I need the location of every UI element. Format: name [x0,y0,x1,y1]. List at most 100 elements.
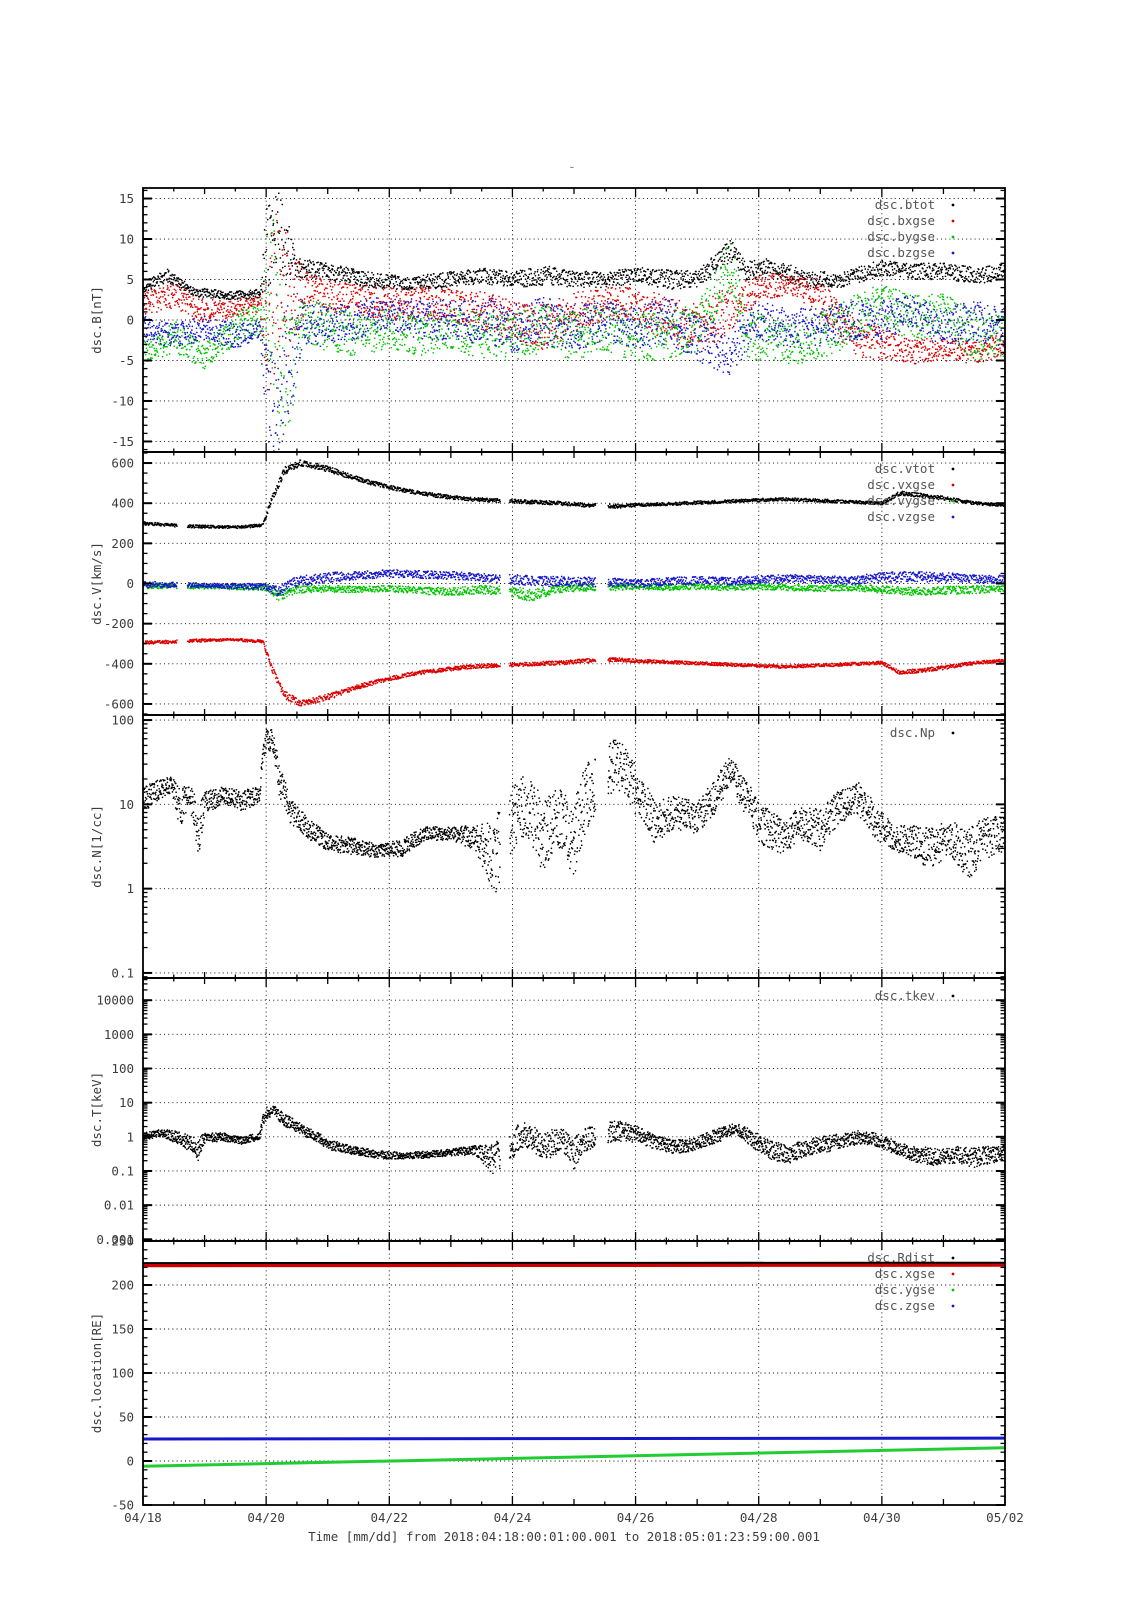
series-group [143,728,1005,893]
legend-marker-dot [951,499,955,503]
panel-border [142,714,1006,979]
panel-location: 250 200 150 100 50 0 -50 dsc.location[RE] dsc.Rd… [89,1234,1006,1513]
y-tick-label: 100 [111,1366,134,1381]
legend-label: dsc.bzgse [867,245,935,260]
x-axis-title: Time [mm/dd] from 2018:04:18:00:01:00.00… [308,1529,820,1544]
series-dsc.vxgse [143,637,1005,707]
series-dsc.ygse [143,1446,1005,1468]
x-tick-label: 04/18 [124,1510,162,1525]
legend-label: dsc.vxgse [867,477,935,492]
y-tick-label: 10000 [96,993,134,1008]
y-tick-label: 250 [111,1234,134,1249]
panel-B: 15 10 5 0 -5 -10 -15 dsc.B[nT] dsc.btotdsc.bxgse… [89,187,1006,453]
y-tick-label: 100 [111,713,134,728]
y-tick-label: -50 [111,1498,134,1513]
legend-marker-dot [951,483,955,487]
legend-label: dsc.zgse [875,1298,935,1313]
axis-ticks [142,1240,1006,1506]
legend-label: dsc.Np [890,725,935,740]
x-gridlines [265,978,883,1241]
y-tick-label: -200 [104,616,134,631]
y-tick-label: 0.001 [96,1232,134,1247]
y-tick-label: 1 [126,881,134,896]
y-tick-label: 100 [111,1061,134,1076]
y-axis-label-T: dsc.T[keV] [89,1072,104,1147]
series-dsc.tkev [143,1105,1005,1175]
series-group [143,1261,1005,1468]
x-tick-label: 04/30 [863,1510,901,1525]
y-tick-label: 0 [126,313,134,328]
y-tick-label: 10 [119,797,134,812]
x-tick-label: 04/26 [617,1510,655,1525]
y-tick-label: -400 [104,656,134,671]
y-axis-label-B: dsc.B[nT] [89,286,104,354]
legend-marker-dot [951,1272,955,1276]
series-dsc.Np [143,728,1005,893]
series-dsc.zgse [143,1436,1005,1441]
legend-marker-dot [951,994,955,998]
y-tick-label: 150 [111,1322,134,1337]
x-gridlines [265,452,883,715]
x-tick-label: 04/20 [247,1510,285,1525]
series-group [143,459,1005,707]
x-axis-labels: 04/18 04/20 04/22 04/24 04/26 04/28 04/30 05/02… [124,1510,1024,1544]
y-tick-label: 0.1 [111,1163,134,1178]
y-gridlines [143,719,1005,974]
series-group [143,1105,1005,1175]
axis-ticks [142,715,1006,978]
y-tick-label: 0 [126,1454,134,1469]
panel-T: 10000 1000 100 10 1 0.1 0.01 0.001 dsc.T[keV] dsc… [89,977,1006,1247]
y-tick-label: 1 [126,1129,134,1144]
y-tick-label: 200 [111,536,134,551]
y-tick-label: -10 [111,393,134,408]
legend-marker-dot [951,1256,955,1260]
y-axis-label-location: dsc.location[RE] [89,1313,104,1433]
legend-marker-dot [951,251,955,255]
legend-marker-dot [951,219,955,223]
legend-marker-dot [951,1304,955,1308]
x-tick-label: 04/28 [740,1510,778,1525]
x-tick-label: 05/02 [986,1510,1024,1525]
x-tick-label: 04/22 [370,1510,408,1525]
legend-marker-dot [951,1288,955,1292]
y-gridlines [143,999,1005,1240]
x-gridlines [265,1241,883,1505]
legend-marker-dot [951,467,955,471]
y-tick-label: 5 [126,272,134,287]
legend-label: dsc.ygse [875,1282,935,1297]
axis-ticks [142,978,1006,1242]
y-tick-label: 1000 [104,1027,134,1042]
y-tick-label: 10 [119,232,134,247]
legend-label: dsc.bxgse [867,213,935,228]
x-gridlines [265,715,883,978]
legend-label: dsc.btot [875,197,935,212]
x-tick-label: 04/24 [494,1510,532,1525]
legend-label: dsc.Rdist [867,1250,935,1265]
y-tick-label: 0.1 [111,965,134,980]
legend-label: dsc.vtot [875,461,935,476]
y-tick-label: 15 [119,191,134,206]
top-mark: - [568,160,576,175]
legend-label: dsc.tkev [875,988,935,1003]
legend-label: dsc.vygse [867,493,935,508]
legend-marker-dot [951,515,955,519]
y-tick-label: 200 [111,1278,134,1293]
panel-V: 600 400 200 0 -200 -400 -600 dsc.V[km/s] dsc.vto… [89,451,1006,716]
y-tick-label: -15 [111,434,134,449]
y-axis-label-N: dsc.N[1/cc] [89,805,104,888]
legend-label: dsc.bygse [867,229,935,244]
legend-marker-dot [951,203,955,207]
panel-N: 100 10 1 0.1 dsc.N[1/cc] dsc.Np [89,713,1006,980]
legend-marker-dot [951,731,955,735]
y-tick-label: 0.01 [104,1198,134,1213]
axis-ticks [142,452,1006,715]
y-tick-label: 0 [126,576,134,591]
legend-label: dsc.vzgse [867,509,935,524]
y-tick-label: 50 [119,1410,134,1425]
legend-T: dsc.tkev [875,988,955,1003]
